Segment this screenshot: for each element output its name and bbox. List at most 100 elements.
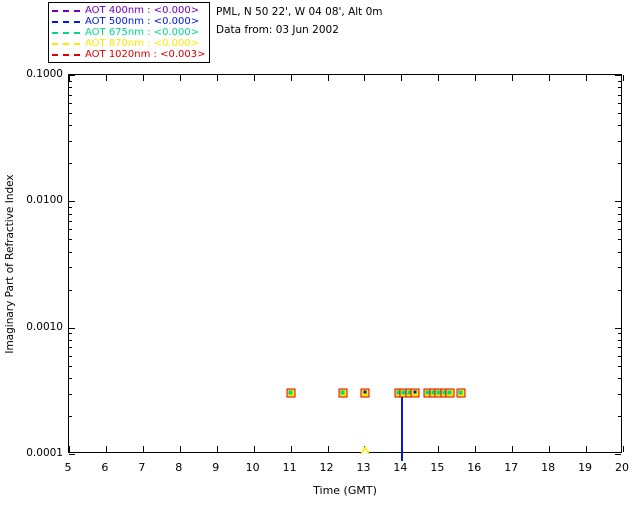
x-axis-tick-label: 15 <box>430 461 445 474</box>
y-axis-minor-tick <box>618 163 621 165</box>
x-axis-tick <box>438 446 440 452</box>
y-axis-minor-tick <box>69 229 72 231</box>
x-axis-tick <box>475 446 477 452</box>
x-axis-tick <box>327 75 329 81</box>
y-axis-minor-tick <box>618 339 621 341</box>
site-location-line: PML, N 50 22', W 04 08', Alt 0m <box>216 6 383 18</box>
legend-label-675nm: AOT 675nm : <0.000> <box>85 27 200 38</box>
y-axis-minor-tick <box>618 355 621 357</box>
y-axis-minor-tick <box>69 80 72 82</box>
y-axis-minor-tick <box>618 229 621 231</box>
y-axis-minor-tick <box>618 94 621 96</box>
data-date-line: Data from: 03 Jun 2002 <box>216 24 339 36</box>
marker-core <box>362 448 369 454</box>
marker-core <box>288 390 293 395</box>
y-axis-tick-label: 0.0001 <box>26 447 63 459</box>
marker-core <box>413 390 417 394</box>
y-axis-minor-tick <box>618 103 621 105</box>
drop-line-500nm <box>401 392 404 461</box>
y-axis-minor-tick <box>69 141 72 143</box>
x-axis-tick-label: 17 <box>504 461 519 474</box>
y-axis-minor-tick <box>618 289 621 291</box>
legend-label-1020nm: AOT 1020nm : <0.003> <box>85 49 206 60</box>
marker-core <box>447 390 452 395</box>
x-axis-tick <box>549 446 551 452</box>
y-axis-minor-tick <box>69 393 72 395</box>
data-point-marker <box>456 388 466 398</box>
x-axis-tick <box>142 446 144 452</box>
y-axis-minor-tick <box>618 377 621 379</box>
legend-item-500nm: AOT 500nm : <0.000> <box>52 16 205 27</box>
marker-core <box>340 390 345 395</box>
x-axis-tick-label: 12 <box>319 461 334 474</box>
y-axis-minor-tick <box>69 289 72 291</box>
legend-item-675nm: AOT 675nm : <0.000> <box>52 27 205 38</box>
y-axis-minor-tick <box>618 113 621 115</box>
data-point-marker <box>445 388 455 398</box>
x-axis-tick <box>290 446 292 452</box>
x-axis-tick-label: 19 <box>578 461 593 474</box>
legend-label-500nm: AOT 500nm : <0.000> <box>85 16 200 27</box>
marker-core <box>407 390 412 395</box>
x-axis-tick <box>290 75 292 81</box>
x-axis-tick <box>253 446 255 452</box>
legend-item-400nm: AOT 400nm : <0.000> <box>52 5 205 16</box>
x-axis-tick-label: 18 <box>541 461 556 474</box>
y-axis-minor-tick <box>69 94 72 96</box>
x-axis-tick <box>512 446 514 452</box>
y-axis-tick <box>615 454 621 455</box>
x-axis-title: Time (GMT) <box>313 484 377 497</box>
y-axis-minor-tick <box>69 87 72 89</box>
legend-dash-500nm <box>52 20 80 23</box>
marker-core <box>436 390 441 395</box>
y-axis-tick <box>615 75 621 76</box>
y-axis-tick <box>615 327 621 329</box>
x-axis-tick <box>105 446 107 452</box>
legend-label-870nm: AOT 870nm : <0.000> <box>85 38 200 49</box>
y-axis-minor-tick <box>618 267 621 269</box>
y-axis-tick <box>69 454 75 455</box>
y-axis-minor-tick <box>69 213 72 215</box>
x-axis-tick <box>216 75 218 81</box>
x-axis-tick <box>216 446 218 452</box>
x-axis-tick <box>253 75 255 81</box>
x-axis-tick-label: 13 <box>356 461 371 474</box>
x-axis-tick <box>549 75 551 81</box>
y-axis-minor-tick <box>69 251 72 253</box>
x-axis-tick <box>179 446 181 452</box>
y-axis-minor-tick <box>69 339 72 341</box>
marker-core <box>396 390 401 395</box>
x-axis-tick-label: 9 <box>212 461 220 474</box>
y-axis-tick <box>615 201 621 203</box>
x-axis-tick-label: 10 <box>245 461 260 474</box>
marker-core <box>458 390 463 395</box>
y-axis-minor-tick <box>618 393 621 395</box>
legend-item-1020nm: AOT 1020nm : <0.003> <box>52 49 205 60</box>
x-axis-tick-label: 11 <box>282 461 297 474</box>
x-axis-tick-label: 8 <box>175 461 183 474</box>
y-axis-tick-label: 0.1000 <box>26 68 63 80</box>
y-axis-minor-tick <box>69 207 72 209</box>
x-axis-tick <box>586 75 588 81</box>
y-axis-minor-tick <box>69 355 72 357</box>
y-axis-minor-tick <box>69 220 72 222</box>
y-axis-minor-tick <box>618 87 621 89</box>
x-axis-tick <box>475 75 477 81</box>
data-point-marker <box>286 388 296 398</box>
marker-core <box>401 390 406 395</box>
legend-dash-400nm <box>52 9 80 12</box>
y-axis-tick-label: 0.0100 <box>26 194 63 207</box>
x-axis-tick-label: 20 <box>615 461 629 474</box>
y-axis-title: Imaginary Part of Refractive Index <box>4 174 16 354</box>
y-axis-minor-tick <box>618 207 621 209</box>
x-axis-tick-label: 7 <box>138 461 146 474</box>
y-axis-minor-tick <box>69 415 72 417</box>
y-axis-minor-tick <box>69 365 72 367</box>
marker-core <box>363 390 367 394</box>
y-axis-minor-tick <box>69 163 72 165</box>
y-axis-minor-tick <box>69 103 72 105</box>
y-axis-minor-tick <box>69 125 72 127</box>
x-axis-tick-label: 6 <box>101 461 109 474</box>
marker-core <box>431 390 436 395</box>
